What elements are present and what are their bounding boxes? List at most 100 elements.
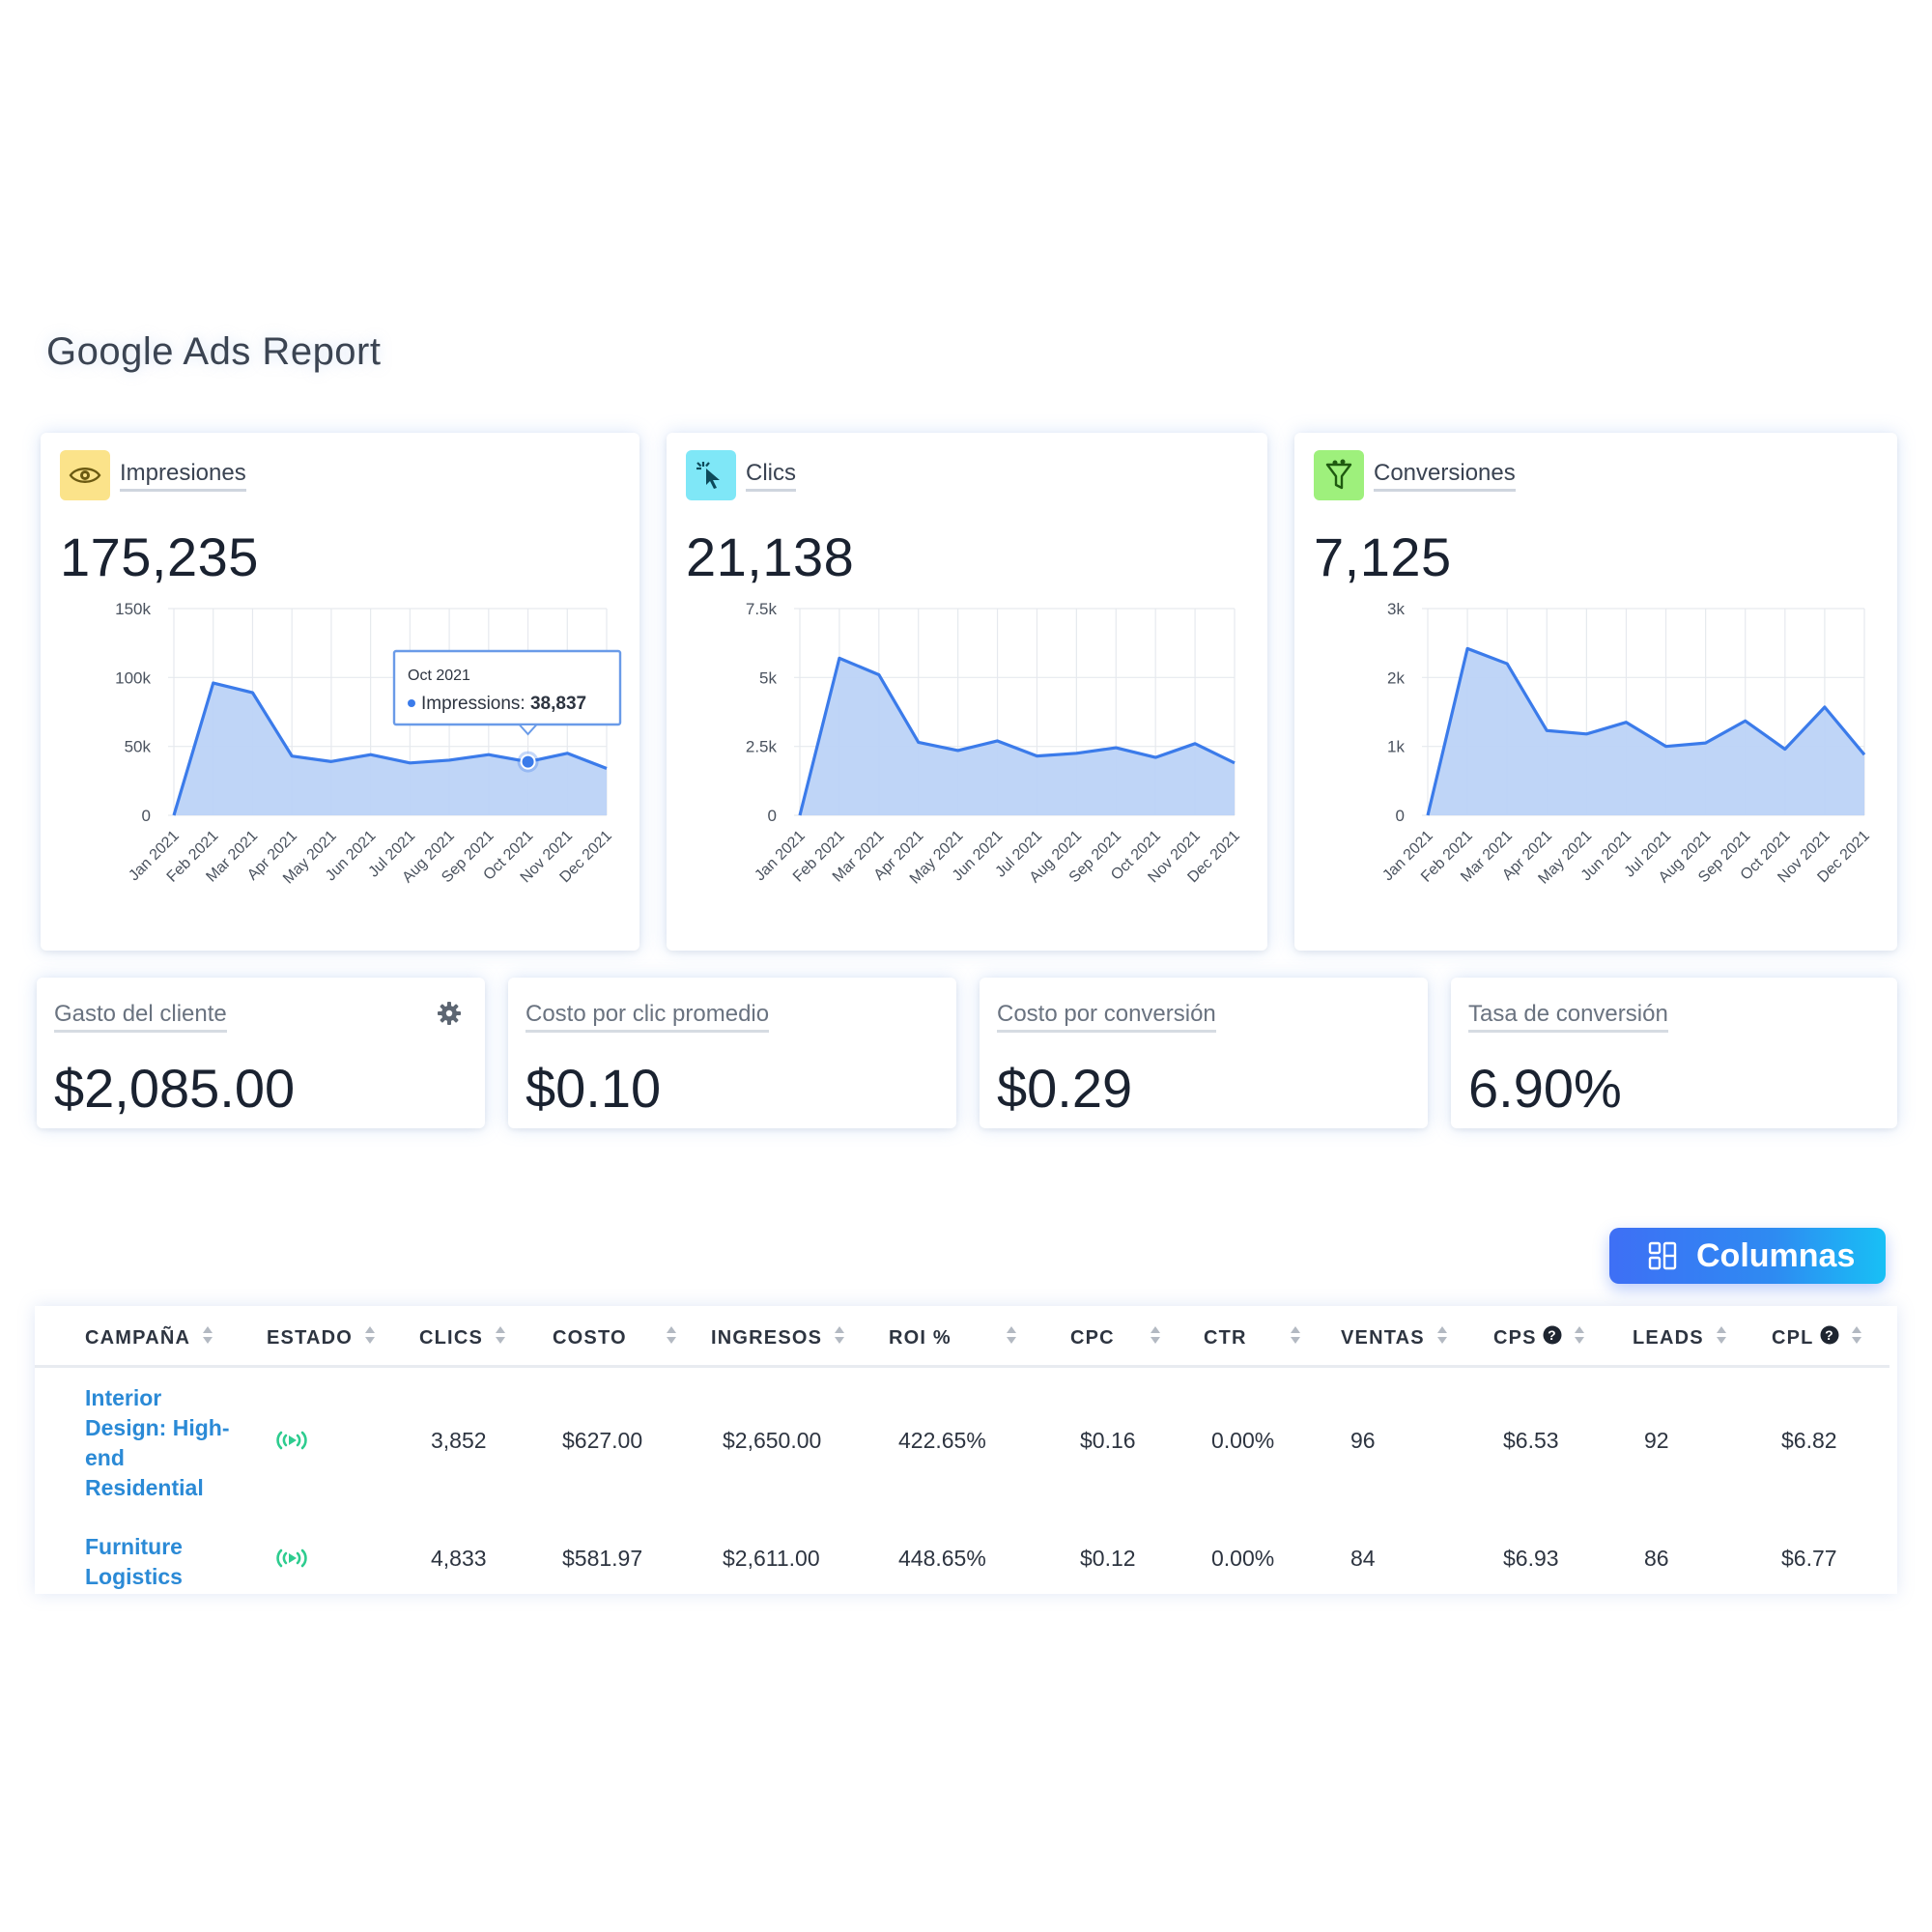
- kpi-avg-cpc: Costo por clic promedio $0.10: [508, 978, 956, 1128]
- help-icon[interactable]: ?: [1543, 1325, 1562, 1350]
- columns-icon: [1648, 1241, 1677, 1270]
- cell-clicks: 4,833: [431, 1546, 487, 1571]
- series-line: [1426, 646, 1866, 816]
- y-tick-label: 0: [1396, 807, 1405, 825]
- status-active-icon[interactable]: [274, 1430, 309, 1456]
- columns-button-label: Columnas: [1696, 1236, 1856, 1274]
- kpi-conversion-rate: Tasa de conversión 6.90%: [1451, 978, 1897, 1128]
- card-header: Clics: [686, 450, 796, 500]
- clicks-card: Clics 21,138 0 2.5k 5k 7.5k Jan 2021 Feb 2021…: [667, 433, 1267, 951]
- cell-ctr: 0.00%: [1211, 1428, 1275, 1453]
- page-title: Google Ads Report: [46, 330, 382, 373]
- hover-point: [520, 753, 536, 770]
- cell-cps: $6.53: [1503, 1428, 1559, 1453]
- kpi-value: $0.29: [997, 1058, 1133, 1119]
- sort-icon: [1006, 1325, 1017, 1350]
- cell-cost: $581.97: [562, 1546, 643, 1571]
- status-active-icon[interactable]: [274, 1548, 309, 1574]
- card-value: 175,235: [60, 526, 259, 587]
- series-line: [798, 656, 1236, 816]
- cell-ctr: 0.00%: [1211, 1546, 1275, 1571]
- cursor-click-icon: [686, 450, 736, 500]
- kpi-cost-per-conversion: Costo por conversión $0.29: [980, 978, 1428, 1128]
- svg-text:?: ?: [1825, 1327, 1834, 1343]
- help-icon[interactable]: ?: [1820, 1325, 1839, 1350]
- y-tick-label: 3k: [1387, 600, 1405, 618]
- y-tick-label: 1k: [1387, 738, 1405, 756]
- card-label[interactable]: Impresiones: [120, 460, 246, 492]
- cell-leads: 92: [1644, 1428, 1669, 1453]
- table-header: CAMPAÑA ESTADO CLICS COSTO INGRESOS ROI …: [35, 1306, 1889, 1368]
- column-header-ctr[interactable]: CTR: [1204, 1325, 1301, 1350]
- cell-cost: $627.00: [562, 1428, 643, 1453]
- cell-sales: 84: [1350, 1546, 1376, 1571]
- kpi-label[interactable]: Costo por conversión: [997, 1001, 1216, 1033]
- funnel-icon: [1314, 450, 1364, 500]
- kpi-label[interactable]: Gasto del cliente: [54, 1001, 227, 1033]
- card-label[interactable]: Conversiones: [1374, 460, 1516, 492]
- column-header-cps[interactable]: CPS?: [1493, 1325, 1585, 1350]
- sort-icon: [1574, 1325, 1585, 1350]
- sort-icon: [1716, 1325, 1727, 1350]
- column-header-revenue[interactable]: INGRESOS: [711, 1325, 845, 1350]
- tooltip-box: [392, 649, 622, 726]
- card-value: 7,125: [1314, 526, 1452, 587]
- kpi-label[interactable]: Tasa de conversión: [1468, 1001, 1668, 1033]
- eye-icon: [60, 450, 110, 500]
- kpi-label[interactable]: Costo por clic promedio: [526, 1001, 770, 1033]
- area-fill: [174, 683, 607, 815]
- cell-cpc: $0.16: [1080, 1428, 1136, 1453]
- y-tick-label: 100k: [115, 668, 151, 687]
- y-tick-label: 0: [768, 807, 777, 825]
- impressions-card: Impresiones 175,235 0 50k 100k 150k Jan 2021…: [41, 433, 639, 951]
- area-fill: [800, 658, 1235, 815]
- tooltip-series: Impressions: 38,837: [421, 694, 586, 714]
- card-label[interactable]: Clics: [746, 460, 796, 492]
- sort-icon: [834, 1325, 845, 1350]
- cell-revenue: $2,611.00: [723, 1546, 820, 1571]
- cell-cpl: $6.77: [1781, 1546, 1837, 1571]
- tooltip-arrow: [517, 724, 539, 736]
- sort-icon: [495, 1325, 506, 1350]
- cell-clicks: 3,852: [431, 1428, 487, 1453]
- cell-revenue: $2,650.00: [723, 1428, 822, 1453]
- column-header-status[interactable]: ESTADO: [267, 1325, 376, 1350]
- card-header: Impresiones: [60, 450, 246, 500]
- campaigns-table: CAMPAÑA ESTADO CLICS COSTO INGRESOS ROI …: [35, 1306, 1897, 1594]
- area-fill: [1428, 648, 1864, 815]
- gear-icon[interactable]: [437, 1001, 462, 1031]
- kpi-value: $2,085.00: [54, 1058, 296, 1119]
- kpi-value: $0.10: [526, 1058, 662, 1119]
- column-header-clicks[interactable]: CLICS: [419, 1325, 506, 1350]
- column-header-sales[interactable]: VENTAS: [1341, 1325, 1448, 1350]
- cell-cps: $6.93: [1503, 1546, 1559, 1571]
- campaign-link[interactable]: Furniture Logistics: [85, 1534, 183, 1589]
- card-header: Conversiones: [1314, 450, 1516, 500]
- sort-icon: [666, 1325, 677, 1350]
- sort-icon: [1436, 1325, 1448, 1350]
- y-tick-label: 50k: [125, 738, 152, 756]
- column-header-leads[interactable]: LEADS: [1633, 1325, 1727, 1350]
- sort-icon: [364, 1325, 376, 1350]
- tooltip-month: Oct 2021: [408, 668, 470, 684]
- kpi-value: 6.90%: [1468, 1058, 1622, 1119]
- cell-cpl: $6.82: [1781, 1428, 1837, 1453]
- sort-icon: [1150, 1325, 1161, 1350]
- y-tick-label: 5k: [759, 668, 777, 687]
- column-header-roi[interactable]: ROI %: [889, 1325, 1017, 1350]
- sort-icon: [1290, 1325, 1301, 1350]
- tooltip-dot: [408, 699, 415, 707]
- y-tick-label: 150k: [115, 600, 151, 618]
- campaign-link[interactable]: Interior Design: High-end Residential: [85, 1385, 230, 1500]
- column-header-cost[interactable]: COSTO: [553, 1325, 677, 1350]
- cell-cpc: $0.12: [1080, 1546, 1136, 1571]
- conversions-card: Conversiones 7,125 0 1k 2k 3k Jan 2021 Feb 20…: [1294, 433, 1897, 951]
- column-header-cpl[interactable]: CPL?: [1772, 1325, 1862, 1350]
- columns-button[interactable]: Columnas: [1609, 1228, 1886, 1284]
- y-tick-label: 7.5k: [746, 600, 778, 618]
- column-header-campaign[interactable]: CAMPAÑA: [85, 1325, 213, 1350]
- column-header-cpc[interactable]: CPC: [1070, 1325, 1161, 1350]
